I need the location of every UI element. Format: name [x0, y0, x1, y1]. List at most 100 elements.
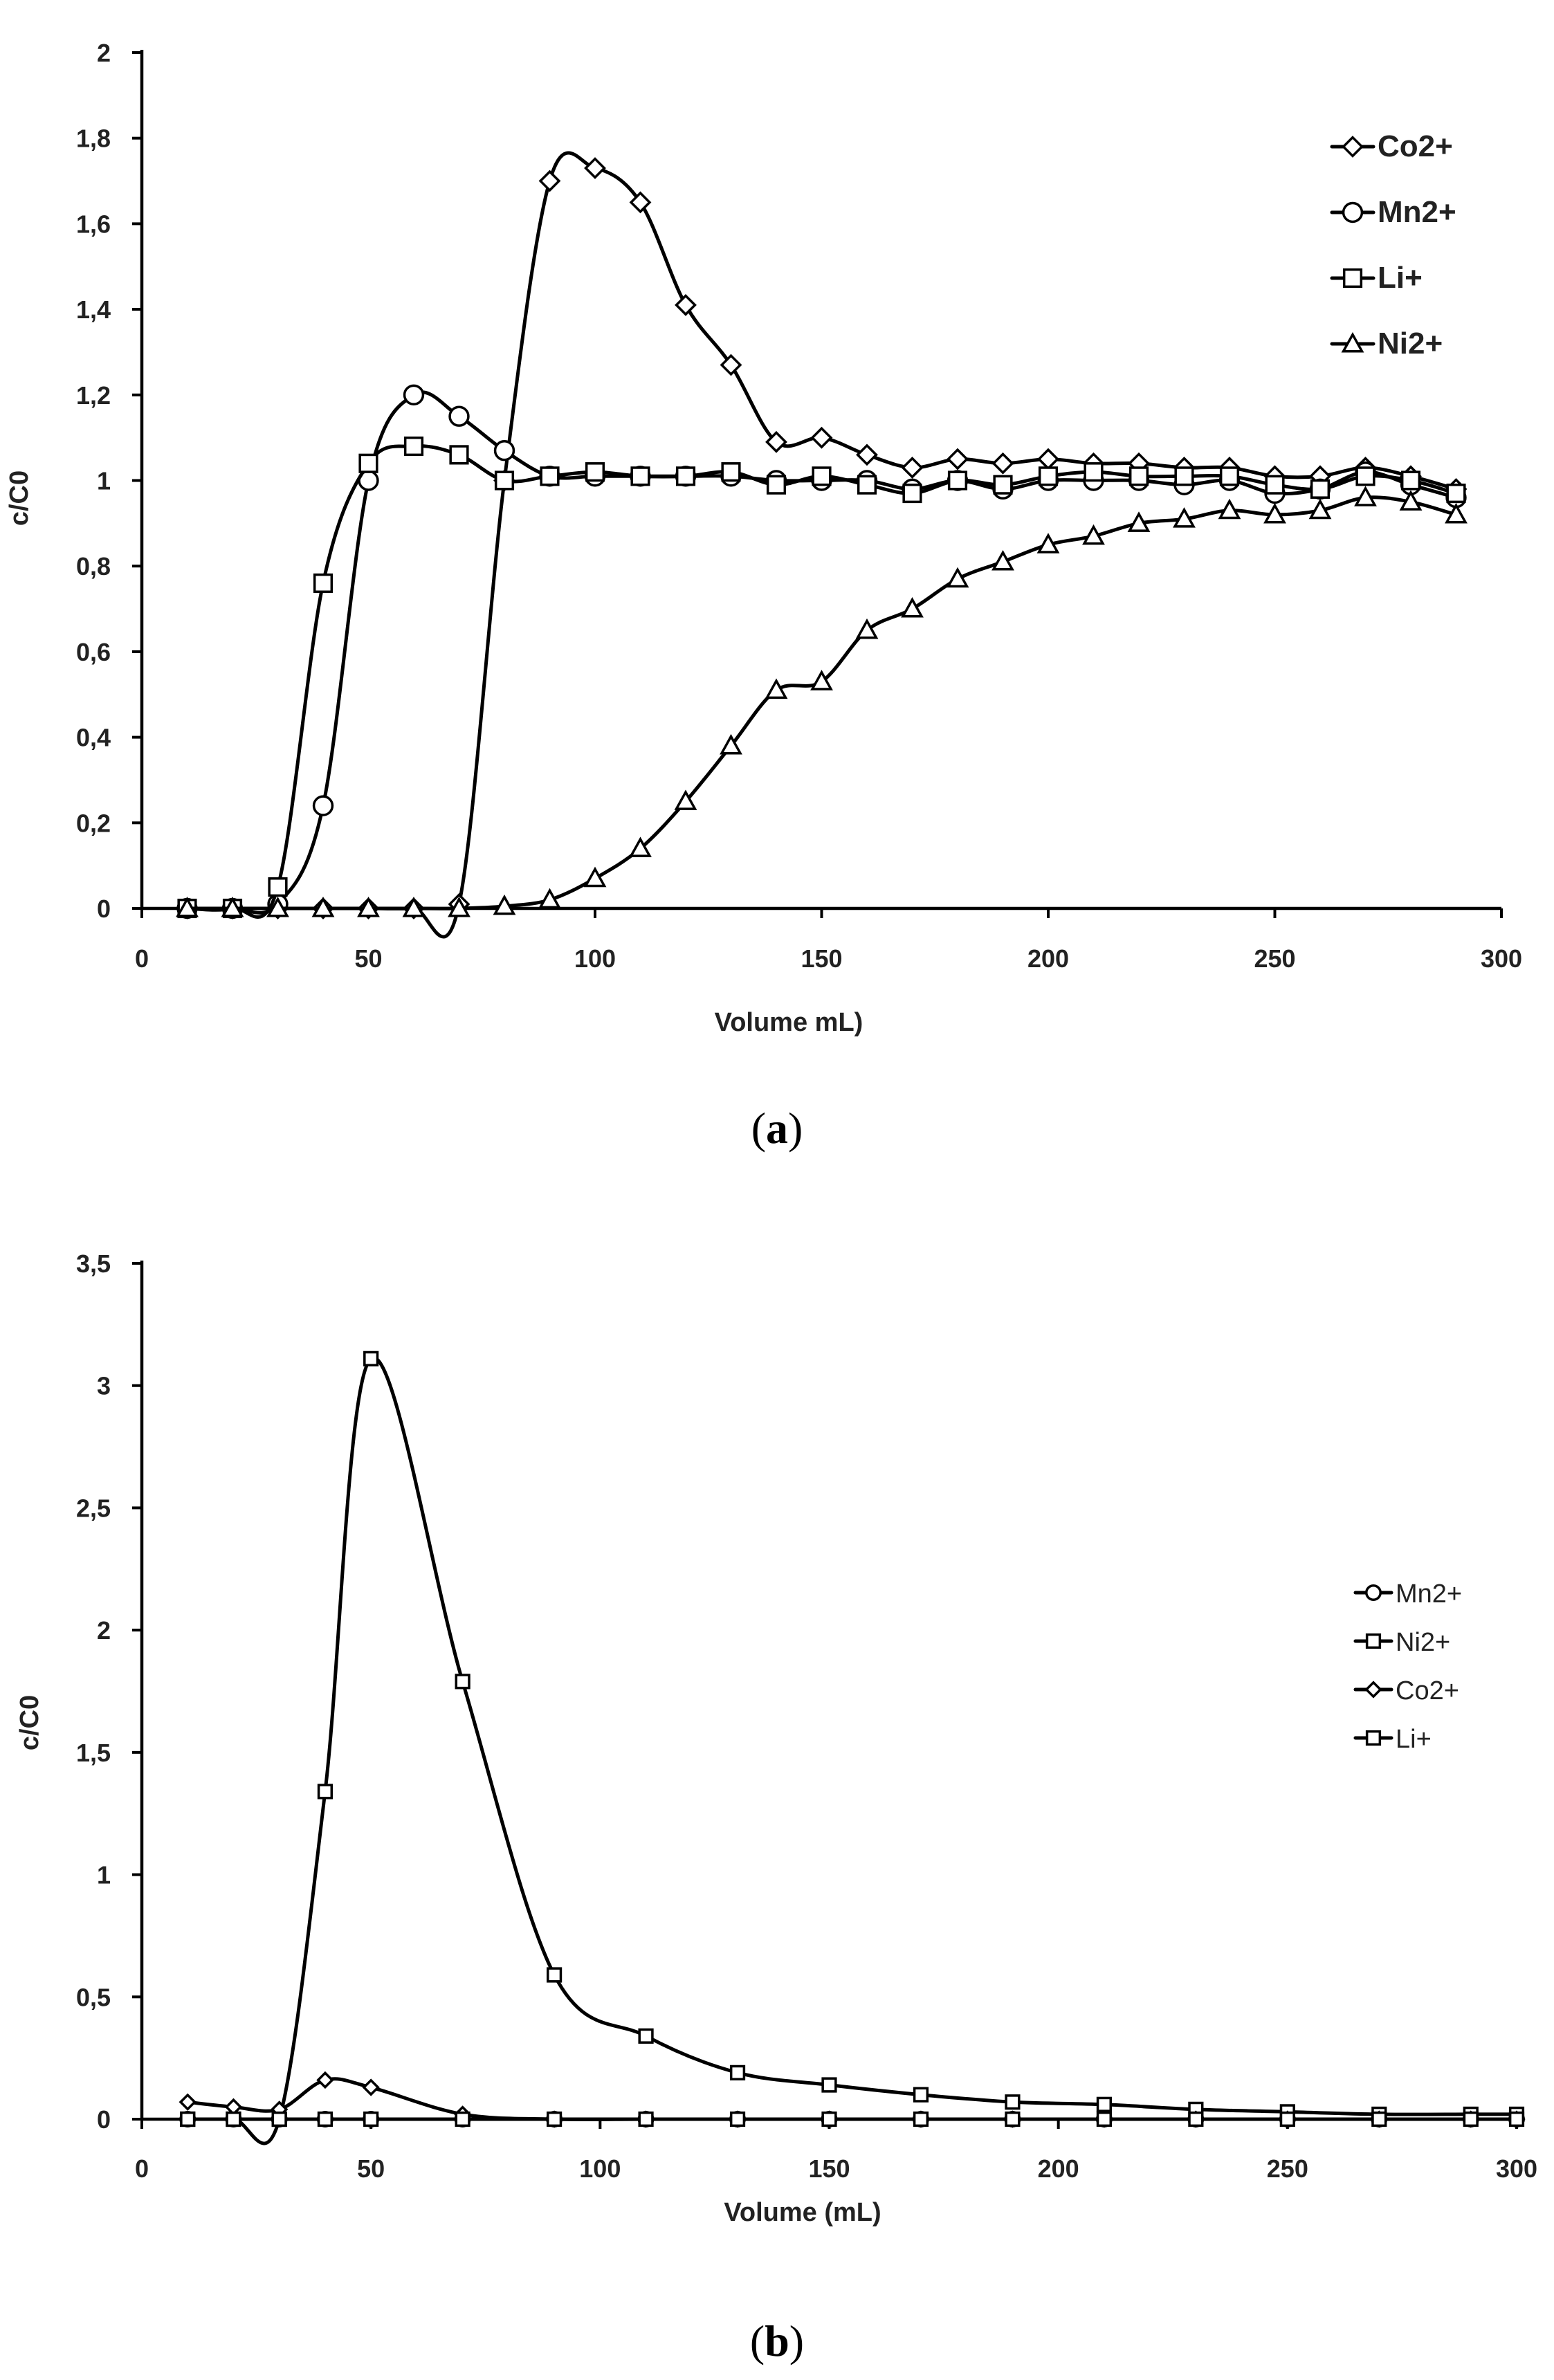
series-co2: [176, 151, 1468, 939]
x-tick-label: 250: [1254, 944, 1295, 973]
data-point-li: [449, 445, 469, 465]
data-point-ni2: [855, 618, 879, 639]
plot-area-b: 0 0,5 1 1,5 2 2,5 3 3,5 0 50 100 150 200 250 300 Mn2+ Ni…: [76, 1250, 1537, 2183]
legend-label-li: Li+: [1396, 1725, 1432, 1754]
x-tick-label: 0: [135, 2154, 149, 2183]
y-tick-label: 0,5: [76, 1983, 111, 2011]
data-point-mn2: [448, 405, 470, 427]
y-tick-label: 1,2: [76, 381, 111, 410]
data-point-li: [913, 2111, 929, 2127]
x-tick-label: 0: [135, 944, 149, 973]
data-point-li: [947, 470, 968, 491]
series-li: [177, 436, 1466, 919]
data-point-ni2: [991, 549, 1014, 571]
y-tick-label: 0: [97, 895, 111, 923]
y-axis-title-b: c/C0: [15, 1695, 44, 1750]
chart-panel-b: 0 0,5 1 1,5 2 2,5 3 3,5 0 50 100 150 200 250 300 Mn2+ Ni…: [15, 1250, 1537, 2365]
legend-item-ni2: Ni2+: [1353, 1628, 1450, 1657]
data-point-ni2: [901, 597, 924, 618]
data-point-li: [1310, 479, 1331, 499]
y-tick-label: 0,2: [76, 809, 111, 837]
data-point-li: [675, 466, 696, 486]
legend-item-co2: Co2+: [1330, 129, 1453, 163]
data-point-li: [1371, 2111, 1387, 2127]
y-tick-label: 2,5: [76, 1494, 111, 1522]
series-line-ni2: [185, 1355, 1519, 2145]
legend-label-co2: Co2+: [1378, 129, 1453, 163]
data-point-li: [993, 475, 1013, 495]
data-point-li: [1174, 466, 1194, 486]
panel-label-a-letter: a: [766, 1104, 788, 1153]
legend-label-ni2: Ni2+: [1378, 327, 1443, 360]
x-tick-label: 100: [579, 2154, 621, 2183]
data-point-co2: [179, 2093, 196, 2111]
data-point-li: [317, 2111, 333, 2127]
panel-label-b: (b): [750, 2316, 804, 2365]
data-point-co2: [629, 191, 652, 214]
legend-marker-li: [1365, 1730, 1382, 1746]
data-point-ni2: [638, 2028, 654, 2044]
legend-item-mn2: Mn2+: [1353, 1580, 1462, 1609]
data-point-co2: [720, 354, 742, 376]
data-point-co2: [947, 448, 969, 470]
data-point-ni2: [765, 678, 788, 699]
panel-label-b-letter: b: [765, 2316, 789, 2365]
y-tick-label: 1,6: [76, 210, 111, 238]
series-ni2: [180, 1351, 1525, 2145]
legend-item-ni2: Ni2+: [1330, 327, 1443, 360]
x-tick-label: 200: [1038, 2154, 1079, 2183]
y-tick-label: 3,5: [76, 1250, 111, 1278]
legend-label-mn2: Mn2+: [1396, 1580, 1462, 1609]
data-point-co2: [1037, 448, 1059, 470]
x-tick-label: 150: [801, 944, 842, 973]
legend-marker-li: [1342, 268, 1363, 289]
x-tick-label: 50: [354, 944, 382, 973]
panel-label-a: (a): [751, 1104, 803, 1153]
data-point-ni2: [493, 894, 516, 915]
data-point-ni2: [266, 896, 289, 917]
y-tick-label: 2: [97, 39, 111, 67]
data-point-li: [1463, 2111, 1479, 2127]
data-point-ni2: [1005, 2094, 1021, 2110]
legend-marker-co2: [1342, 136, 1364, 158]
data-point-li: [1096, 2111, 1113, 2127]
y-tick-label: 0,8: [76, 552, 111, 580]
data-point-li: [1188, 2111, 1204, 2127]
data-point-ni2: [1308, 498, 1332, 520]
data-point-li: [363, 2111, 379, 2127]
data-point-li: [1219, 466, 1240, 486]
data-point-ni2: [1399, 490, 1423, 511]
plot-area-a: 0 0,2 0,4 0,6 0,8 1 1,2 1,4 1,6 1,8 2 0 50 100 150 200 2…: [76, 39, 1522, 973]
x-tick-label: 150: [808, 2154, 850, 2183]
legend-item-li: Li+: [1330, 261, 1423, 295]
data-point-li: [638, 2111, 654, 2127]
legend-label-co2: Co2+: [1396, 1676, 1459, 1705]
svg-text:(b): (b): [750, 2316, 804, 2365]
data-point-ni2: [946, 567, 969, 588]
svg-text:(a): (a): [751, 1104, 803, 1153]
data-point-li: [1279, 2111, 1295, 2127]
data-point-ni2: [583, 866, 607, 888]
data-point-mn2: [493, 440, 515, 461]
legend-label-mn2: Mn2+: [1378, 195, 1456, 229]
data-point-ni2: [1082, 524, 1105, 545]
x-tick-label: 100: [574, 944, 616, 973]
series-line-ni2: [185, 495, 1458, 910]
legend-item-mn2: Mn2+: [1330, 195, 1456, 229]
data-point-ni2: [1218, 498, 1241, 520]
data-point-ni2: [629, 836, 652, 857]
x-tick-label: 250: [1267, 2154, 1308, 2183]
y-tick-label: 2: [97, 1616, 111, 1645]
y-axis-title-a: c/C0: [5, 470, 34, 526]
y-tick-label: 0,6: [76, 638, 111, 666]
y-tick-label: 1: [97, 1861, 111, 1889]
data-point-li: [721, 462, 741, 482]
data-point-co2: [584, 157, 606, 179]
x-axis-title-b: Volume (mL): [724, 2198, 881, 2227]
data-point-ni2: [357, 896, 380, 917]
data-point-mn2: [312, 795, 334, 816]
data-point-co2: [901, 457, 924, 479]
data-point-co2: [675, 294, 697, 316]
data-point-li: [1038, 466, 1059, 486]
legend-marker-ni2: [1341, 331, 1364, 353]
